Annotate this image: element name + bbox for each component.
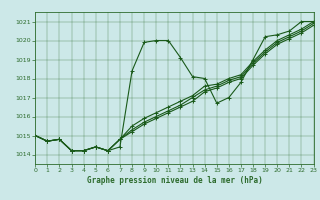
X-axis label: Graphe pression niveau de la mer (hPa): Graphe pression niveau de la mer (hPa) [86,176,262,185]
